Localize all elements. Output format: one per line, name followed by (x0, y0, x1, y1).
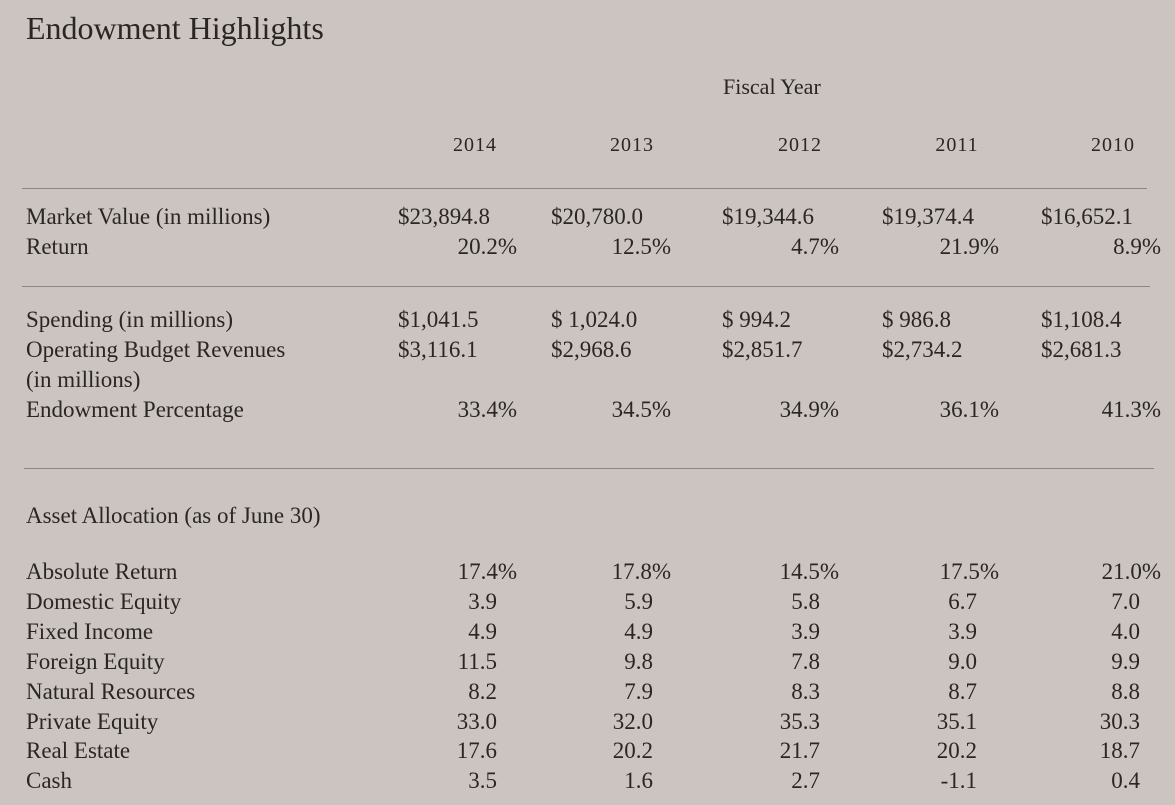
operating-budget-revenues-label: Operating Budget Revenues (26, 337, 286, 362)
spending-value: $ 994.2 (722, 307, 791, 332)
allocation-row-value: 17.6 (456, 738, 497, 764)
allocation-row-value: 1.6 (624, 768, 653, 794)
allocation-row-value: 3.9 (791, 618, 820, 644)
allocation-row-value: 14.5% (779, 559, 839, 584)
return-value: 20.2% (457, 234, 517, 259)
year-header: 2011 (935, 134, 979, 156)
allocation-row-value: 3.9 (468, 588, 497, 614)
allocation-row-value: 8.7 (948, 678, 977, 704)
allocation-row-value: 18.7 (1099, 738, 1140, 764)
endowment-percentage-label: Endowment Percentage (26, 397, 244, 422)
operating-budget-revenues-value: $2,681.3 (1041, 337, 1122, 362)
market-value-value: $20,780.0 (551, 204, 643, 229)
allocation-row-value: 9.0 (948, 648, 977, 674)
operating-budget-revenues-label-line2: (in millions) (26, 367, 141, 392)
return-value: 21.9% (939, 234, 999, 259)
divider (22, 286, 1150, 287)
return-label: Return (26, 234, 89, 259)
divider (24, 468, 1154, 469)
allocation-row-value: 32.0 (612, 708, 653, 734)
year-header: 2013 (610, 134, 654, 156)
allocation-row-value: 33.0 (456, 708, 497, 734)
allocation-row-value: 4.9 (624, 618, 653, 644)
allocation-row-label: Domestic Equity (26, 588, 182, 614)
allocation-row-value: 20.2 (612, 738, 653, 764)
market-value-label: Market Value (in millions) (26, 204, 271, 229)
allocation-row-label: Private Equity (26, 708, 159, 734)
allocation-row-value: 20.2 (936, 738, 977, 764)
allocation-row-value: 9.9 (1111, 648, 1140, 674)
page-title: Endowment Highlights (26, 10, 324, 46)
endowment-percentage-value: 41.3% (1101, 397, 1161, 422)
allocation-row-label: Fixed Income (26, 618, 154, 644)
allocation-row-value: 6.7 (948, 588, 977, 614)
allocation-row-value: 35.3 (779, 708, 820, 734)
year-header: 2014 (453, 134, 497, 156)
allocation-row-value: 7.0 (1111, 588, 1140, 614)
allocation-row-value: 3.5 (468, 768, 497, 794)
return-value: 12.5% (611, 234, 671, 259)
allocation-row-value: 17.8% (611, 559, 671, 584)
allocation-row-value: 5.9 (624, 588, 653, 614)
operating-budget-revenues-value: $3,116.1 (398, 337, 478, 362)
allocation-row-value: 8.8 (1111, 678, 1140, 704)
allocation-row-value: 8.3 (791, 678, 820, 704)
allocation-row-value: 0.4 (1111, 768, 1140, 794)
endowment-percentage-value: 36.1% (939, 397, 999, 422)
allocation-row-value: 11.5 (457, 648, 497, 674)
allocation-row-value: 9.8 (624, 648, 653, 674)
allocation-row-value: 8.2 (468, 678, 497, 704)
allocation-row-value: 21.7 (779, 738, 820, 764)
spending-label: Spending (in millions) (26, 307, 233, 332)
return-value: 4.7% (791, 234, 839, 259)
allocation-row-value: 5.8 (791, 588, 820, 614)
allocation-row-value: 17.4% (457, 559, 517, 584)
allocation-row-value: 17.5% (939, 559, 999, 584)
operating-budget-revenues-value: $2,968.6 (551, 337, 632, 362)
market-value-value: $19,344.6 (722, 204, 814, 229)
endowment-percentage-value: 34.5% (611, 397, 671, 422)
allocation-row-value: 21.0% (1101, 559, 1161, 584)
allocation-row-value: 4.0 (1111, 618, 1140, 644)
allocation-row-value: 2.7 (791, 768, 820, 794)
market-value-value: $16,652.1 (1041, 204, 1133, 229)
allocation-row-value: 30.3 (1099, 708, 1140, 734)
allocation-row-value: 7.9 (624, 678, 653, 704)
divider (22, 188, 1147, 189)
allocation-row-value: 4.9 (468, 618, 497, 644)
return-value: 8.9% (1113, 234, 1161, 259)
allocation-row-label: Cash (26, 768, 72, 794)
market-value-value: $23,894.8 (398, 204, 490, 229)
operating-budget-revenues-value: $2,851.7 (722, 337, 803, 362)
allocation-row-label: Natural Resources (26, 678, 196, 704)
allocation-row-value: 35.1 (936, 708, 977, 734)
year-header: 2010 (1091, 134, 1135, 156)
allocation-row-value: 3.9 (948, 618, 977, 644)
asset-allocation-heading: Asset Allocation (as of June 30) (26, 503, 321, 528)
allocation-row-label: Real Estate (26, 738, 131, 764)
spending-value: $ 1,024.0 (551, 307, 638, 332)
allocation-row-label: Absolute Return (26, 559, 178, 584)
endowment-percentage-value: 33.4% (457, 397, 517, 422)
allocation-row-value: 7.8 (791, 648, 820, 674)
spending-value: $ 986.8 (882, 307, 951, 332)
market-value-value: $19,374.4 (882, 204, 974, 229)
operating-budget-revenues-value: $2,734.2 (882, 337, 963, 362)
allocation-row-label: Foreign Equity (26, 648, 165, 674)
spending-value: $1,108.4 (1041, 307, 1122, 332)
spending-value: $1,041.5 (398, 307, 479, 332)
fiscal-year-header: Fiscal Year (723, 74, 821, 99)
endowment-percentage-value: 34.9% (779, 397, 839, 422)
year-header: 2012 (778, 134, 822, 156)
allocation-row-value: -1.1 (940, 768, 977, 794)
